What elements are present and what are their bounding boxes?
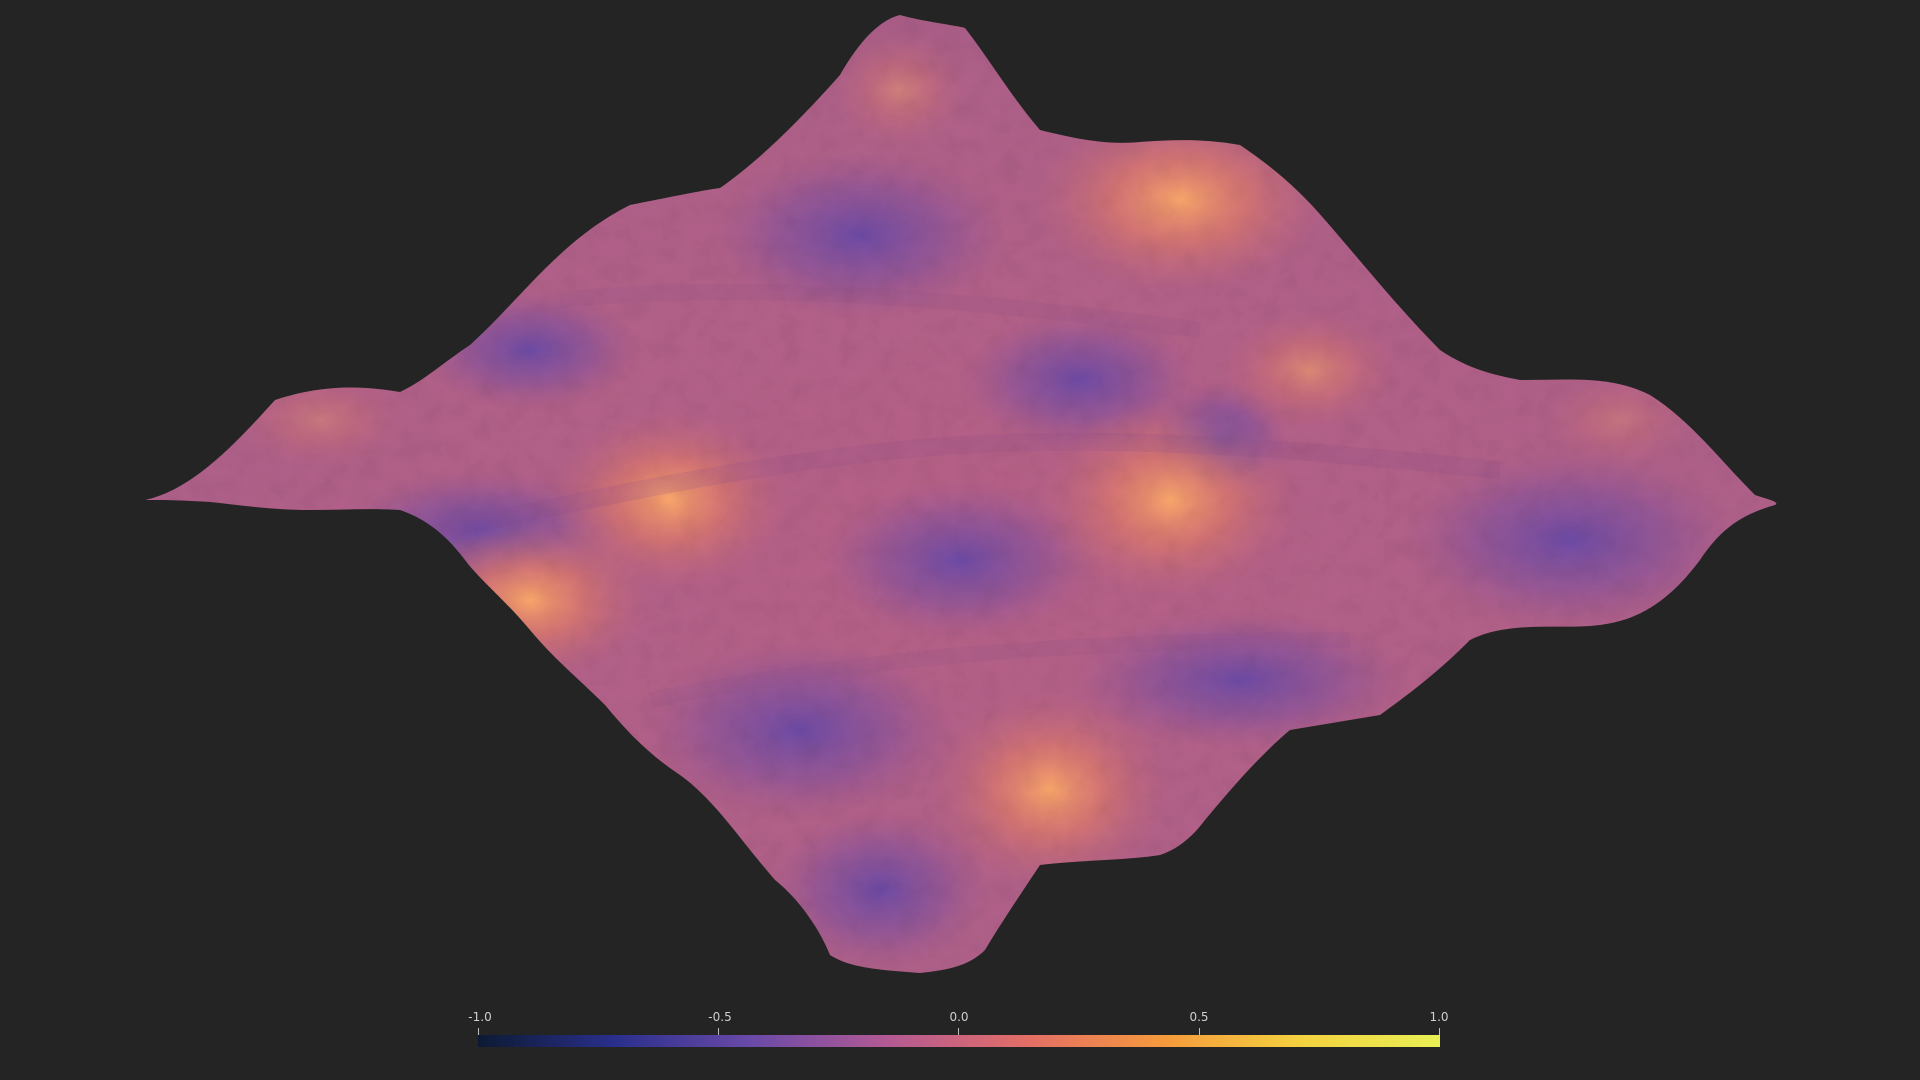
colorbar-gradient bbox=[478, 1035, 1440, 1047]
colorbar-tick-label: 1.0 bbox=[1429, 1010, 1449, 1024]
colorbar-tick-mark bbox=[718, 1028, 719, 1035]
colorbar-tick-mark bbox=[1199, 1028, 1200, 1035]
colorbar-tick-label: -0.5 bbox=[708, 1010, 732, 1024]
colorbar-tick-label: 0.5 bbox=[1189, 1010, 1209, 1024]
colorbar-tick-label: -1.0 bbox=[468, 1010, 492, 1024]
colorbar-tick-mark bbox=[478, 1028, 479, 1035]
colorbar-tick-mark bbox=[958, 1028, 959, 1035]
colorbar-tick-label: 0.0 bbox=[949, 1010, 969, 1024]
colorbar-tick-mark bbox=[1439, 1028, 1440, 1035]
colorbar: -1.0 -0.5 0.0 0.5 1.0 bbox=[468, 1004, 1449, 1050]
